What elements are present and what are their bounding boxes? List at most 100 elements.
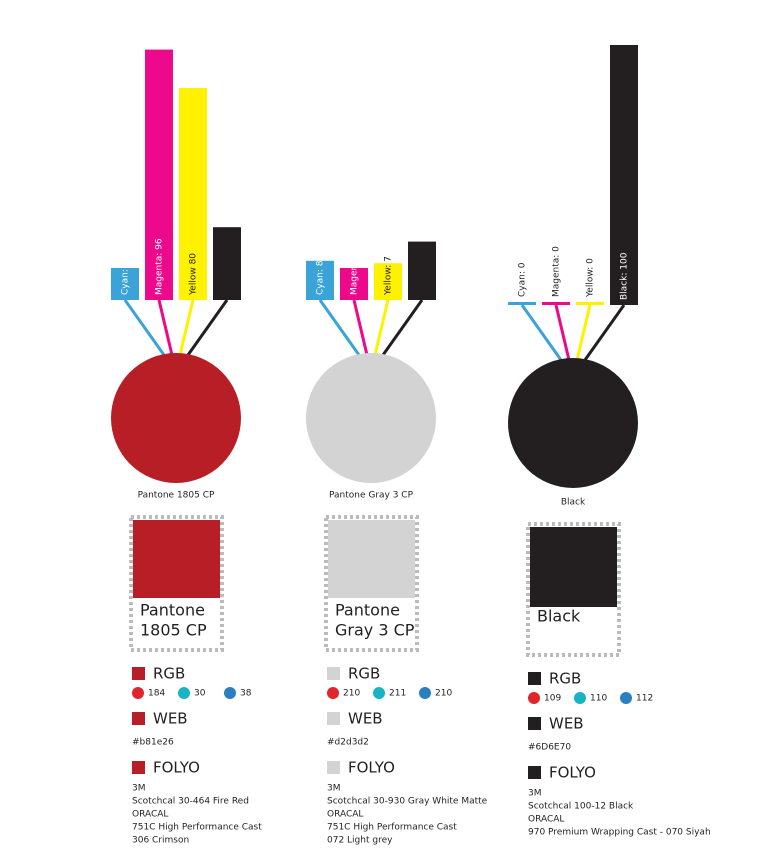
- connector: [381, 299, 424, 356]
- rgb-value: 110: [590, 694, 607, 704]
- folyo-line: ORACAL: [528, 815, 564, 825]
- folyo-line: 3M: [528, 789, 542, 799]
- connector: [520, 304, 563, 361]
- section-title: FOLYO: [348, 759, 395, 777]
- section-title: FOLYO: [549, 764, 596, 782]
- bar-label: Yellow: 7: [384, 256, 394, 296]
- rgb-dot: [132, 687, 144, 699]
- cmyk-bar: [508, 302, 536, 305]
- folyo-line: 3M: [327, 784, 341, 794]
- web-hex: #6D6E70: [528, 743, 571, 753]
- section-icon: [132, 712, 145, 725]
- folyo-line: Scotchcal 30-930 Gray White Matte: [327, 797, 488, 807]
- section-title: RGB: [348, 665, 380, 683]
- color-circle: [111, 353, 241, 483]
- cmyk-bar: [374, 263, 402, 300]
- cmyk-bar: [610, 45, 638, 305]
- color-name: Pantone Gray 3 CP: [329, 491, 414, 501]
- section-icon: [528, 717, 541, 730]
- connector: [123, 299, 166, 356]
- section-title: WEB: [153, 710, 188, 728]
- folyo-line: ORACAL: [327, 810, 363, 820]
- section-icon: [132, 667, 145, 680]
- connector: [583, 304, 626, 361]
- rgb-dot: [574, 692, 586, 704]
- cmyk-bar: [213, 227, 241, 300]
- bar-label: Black: 100: [620, 252, 630, 300]
- rgb-dot: [620, 692, 632, 704]
- swatch-label: Black: [537, 607, 581, 626]
- swatch-label: 1805 CP: [140, 621, 207, 640]
- color-name: Pantone 1805 CP: [138, 491, 215, 501]
- folyo-line: ORACAL: [132, 810, 168, 820]
- color-circle: [306, 353, 436, 483]
- section-icon: [528, 766, 541, 779]
- rgb-dot: [528, 692, 540, 704]
- folyo-line: 306 Crimson: [132, 836, 189, 846]
- section-icon: [327, 667, 340, 680]
- swatch-label: Pantone: [335, 601, 400, 620]
- color-circle: [508, 358, 638, 488]
- bar-label: Magenta: 5: [350, 244, 360, 295]
- swatch: [133, 520, 220, 598]
- cmyk-bar: [408, 241, 436, 300]
- rgb-dot: [373, 687, 385, 699]
- swatch-label: Gray 3 CP: [335, 621, 415, 640]
- rgb-value: 112: [636, 694, 653, 704]
- bar-label: Magenta: 96: [155, 238, 165, 295]
- swatch: [530, 527, 617, 607]
- rgb-value: 184: [148, 689, 165, 699]
- rgb-dot: [327, 687, 339, 699]
- rgb-dot: [178, 687, 190, 699]
- web-hex: #d2d3d2: [327, 738, 369, 748]
- swatch-label: Pantone: [140, 601, 205, 620]
- rgb-dot: [419, 687, 431, 699]
- bar-label: Cyan: 5: [121, 261, 131, 295]
- folyo-line: 970 Premium Wrapping Cast - 070 Siyah: [528, 828, 711, 838]
- folyo-line: Scotchcal 100-12 Black: [528, 802, 634, 812]
- bar-label: Magenta: 0: [552, 246, 562, 297]
- section-title: RGB: [153, 665, 185, 683]
- cmyk-bar: [111, 268, 139, 300]
- section-title: FOLYO: [153, 759, 200, 777]
- connector: [373, 299, 390, 356]
- section-title: WEB: [348, 710, 383, 728]
- cmyk-bar: [340, 268, 368, 300]
- connector: [157, 299, 174, 356]
- bar-label: Cyan: 8: [316, 260, 326, 295]
- rgb-value: 38: [240, 689, 252, 699]
- section-icon: [327, 761, 340, 774]
- connector: [554, 304, 571, 361]
- section-icon: [528, 672, 541, 685]
- bar-label: Yellow 80: [189, 253, 199, 296]
- rgb-value: 210: [435, 689, 452, 699]
- connector: [318, 299, 361, 356]
- folyo-line: 751C High Performance Cast: [327, 823, 457, 833]
- web-hex: #b81e26: [132, 738, 174, 748]
- rgb-value: 30: [194, 689, 206, 699]
- section-title: WEB: [549, 715, 584, 733]
- cmyk-bar: [542, 302, 570, 305]
- folyo-line: 751C High Performance Cast: [132, 823, 262, 833]
- cmyk-bar: [576, 302, 604, 305]
- swatch: [328, 520, 415, 598]
- cmyk-bar: [306, 260, 334, 300]
- folyo-line: 072 Light grey: [327, 836, 393, 846]
- section-icon: [132, 761, 145, 774]
- bar-label: Cyan: 0: [518, 262, 528, 297]
- color-name: Black: [561, 498, 586, 508]
- rgb-value: 211: [389, 689, 406, 699]
- bar-label: Yellow: 0: [586, 258, 596, 298]
- section-title: RGB: [549, 670, 581, 688]
- section-icon: [327, 712, 340, 725]
- connector: [178, 299, 195, 356]
- rgb-dot: [224, 687, 236, 699]
- cmyk-bar: [145, 49, 173, 300]
- folyo-line: Scotchcal 30-464 Fire Red: [132, 797, 249, 807]
- connector: [352, 299, 369, 356]
- cmyk-bar: [179, 88, 207, 300]
- connector: [186, 299, 229, 356]
- rgb-value: 210: [343, 689, 360, 699]
- rgb-value: 109: [544, 694, 561, 704]
